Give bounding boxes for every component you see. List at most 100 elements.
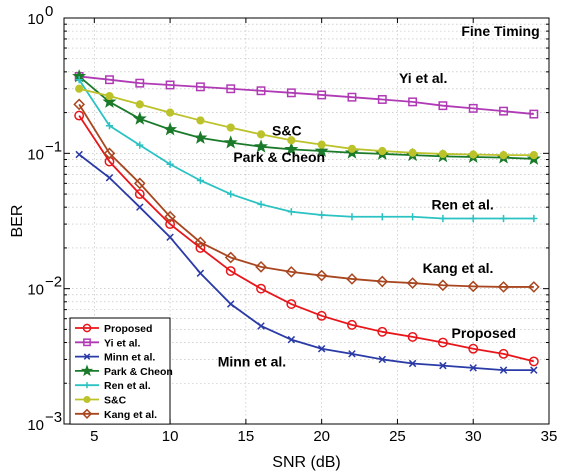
y-tick-exponent: −3 bbox=[45, 409, 62, 426]
data-point bbox=[529, 109, 539, 119]
series-line bbox=[78, 103, 534, 288]
data-point bbox=[497, 281, 510, 293]
data-point bbox=[227, 190, 235, 198]
annotation-label: Minn et al. bbox=[218, 353, 286, 369]
data-point bbox=[408, 213, 417, 221]
data-point bbox=[83, 353, 91, 360]
data-point bbox=[317, 90, 327, 100]
data-point bbox=[135, 100, 144, 109]
data-point bbox=[378, 355, 387, 364]
data-point bbox=[165, 108, 175, 117]
data-point bbox=[136, 141, 144, 149]
data-point bbox=[499, 106, 508, 116]
legend-label: Proposed bbox=[104, 323, 152, 335]
legend-label: S&C bbox=[104, 395, 127, 407]
data-point bbox=[105, 122, 114, 130]
y-tick-label: 10 bbox=[27, 11, 44, 28]
legend-item: S&C bbox=[75, 395, 127, 407]
data-point bbox=[226, 84, 236, 94]
data-point bbox=[468, 343, 479, 354]
series-ren-et-al bbox=[75, 76, 538, 223]
data-point bbox=[347, 319, 357, 330]
series-s-c bbox=[75, 84, 538, 160]
data-point bbox=[315, 269, 328, 282]
x-axis-label: SNR (dB) bbox=[272, 454, 340, 471]
data-point bbox=[529, 151, 538, 160]
data-point bbox=[196, 116, 205, 125]
data-point bbox=[314, 143, 329, 157]
series-kang-et-al bbox=[73, 98, 540, 293]
data-point bbox=[102, 94, 117, 108]
series-line bbox=[79, 75, 534, 115]
data-point bbox=[164, 210, 176, 223]
data-point bbox=[257, 200, 265, 208]
data-point bbox=[318, 211, 326, 219]
data-point bbox=[224, 251, 237, 264]
annotation-layer: Fine Timing Yi et al. S&C Park & Cheon Ren e… bbox=[218, 23, 540, 369]
data-point bbox=[136, 203, 144, 211]
data-point bbox=[408, 359, 417, 368]
data-point bbox=[256, 130, 266, 139]
y-tick-exponent: 0 bbox=[45, 3, 53, 20]
y-tick-exponent: −1 bbox=[45, 138, 62, 155]
data-point bbox=[347, 144, 357, 153]
data-point bbox=[257, 322, 265, 330]
data-point bbox=[196, 176, 205, 185]
data-point bbox=[75, 84, 84, 93]
data-point bbox=[74, 110, 85, 121]
x-tick-label: 20 bbox=[313, 428, 330, 445]
annotation-label: Fine Timing bbox=[461, 23, 539, 39]
y-axis-label: BER bbox=[9, 205, 26, 238]
data-point bbox=[407, 331, 418, 342]
annotation-label: S&C bbox=[272, 122, 302, 138]
data-point bbox=[166, 233, 174, 241]
data-point bbox=[527, 281, 540, 293]
data-point bbox=[105, 75, 114, 85]
y-tick-label: 10 bbox=[27, 282, 44, 299]
data-point bbox=[528, 356, 539, 367]
data-point bbox=[256, 86, 266, 96]
data-point bbox=[163, 122, 178, 136]
data-point bbox=[467, 280, 480, 293]
y-tick-label: 10 bbox=[27, 146, 44, 163]
data-point bbox=[408, 148, 417, 157]
data-point bbox=[226, 123, 235, 132]
series-proposed bbox=[74, 110, 539, 367]
data-point bbox=[317, 344, 326, 353]
data-point bbox=[81, 408, 93, 419]
data-point bbox=[378, 146, 387, 156]
data-point bbox=[75, 150, 83, 159]
data-point bbox=[105, 174, 114, 182]
data-point bbox=[439, 361, 447, 370]
data-point bbox=[285, 266, 298, 278]
data-point bbox=[499, 214, 508, 223]
data-point bbox=[317, 140, 326, 149]
legend: Proposed Yi et al. Minn et al. Park & Cheon… bbox=[69, 317, 173, 425]
series-line bbox=[78, 153, 534, 372]
series-line bbox=[78, 87, 534, 157]
data-point bbox=[196, 269, 205, 277]
legend-label: Ren et al. bbox=[104, 380, 151, 392]
data-point bbox=[437, 337, 448, 348]
data-point bbox=[469, 150, 478, 159]
data-point bbox=[499, 151, 508, 160]
data-point bbox=[406, 277, 419, 289]
data-point bbox=[223, 135, 238, 149]
data-point bbox=[166, 160, 174, 168]
data-point bbox=[82, 323, 92, 333]
data-point bbox=[194, 236, 207, 249]
data-point bbox=[132, 111, 147, 125]
data-point bbox=[165, 80, 175, 90]
annotation-label: Ren et al. bbox=[431, 196, 493, 212]
data-point bbox=[193, 130, 208, 144]
annotation-label: Park & Cheon bbox=[233, 149, 325, 165]
data-point bbox=[134, 189, 145, 200]
plot-frame bbox=[63, 17, 550, 425]
data-point bbox=[83, 338, 91, 347]
data-point bbox=[287, 136, 296, 145]
series-line bbox=[78, 115, 535, 363]
data-point bbox=[377, 326, 388, 337]
data-point bbox=[83, 395, 91, 404]
data-point bbox=[75, 76, 83, 84]
